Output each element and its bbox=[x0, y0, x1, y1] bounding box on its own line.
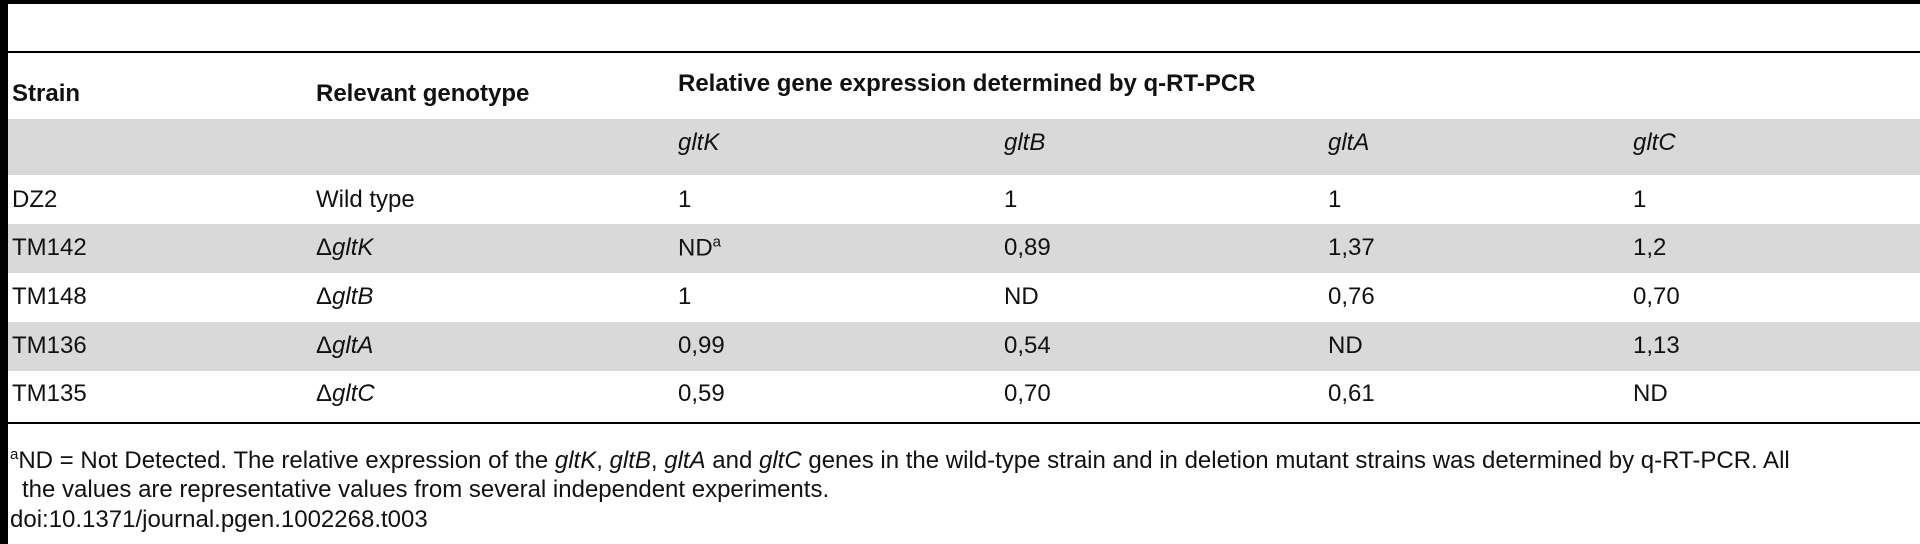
value: 1,13 bbox=[1633, 332, 1680, 359]
column-header: Strain bbox=[12, 80, 81, 107]
value-cell: 0,76 bbox=[1328, 283, 1375, 311]
value: 1 bbox=[1633, 186, 1647, 213]
text: , bbox=[596, 447, 610, 474]
doi: doi:10.1371/journal.pgen.1002268.t003 bbox=[10, 506, 428, 533]
column-header: Relevant genotype bbox=[316, 80, 530, 107]
value-cell: 0,70 bbox=[1633, 283, 1680, 311]
value: 0,70 bbox=[1004, 380, 1051, 407]
value: 1,37 bbox=[1328, 234, 1375, 261]
value-cell: NDa bbox=[678, 234, 721, 263]
value: 0,54 bbox=[1004, 332, 1051, 359]
value-cell: ND bbox=[1004, 283, 1039, 311]
column-subheader: gltC bbox=[1633, 129, 1676, 156]
value: ND bbox=[1633, 380, 1668, 407]
text: ND = Not Detected. The relative expressi… bbox=[18, 447, 555, 474]
strain: TM142 bbox=[12, 234, 87, 261]
value-cell: 0,70 bbox=[1004, 380, 1051, 408]
value: 0,61 bbox=[1328, 380, 1375, 407]
column-subheader: gltK bbox=[678, 129, 720, 156]
value: ND bbox=[1004, 283, 1039, 310]
footnote-marker: a bbox=[10, 446, 19, 463]
text: genes in the wild-type strain and in del… bbox=[801, 447, 1790, 474]
value-cell: 1 bbox=[678, 283, 691, 311]
bottom-rule bbox=[8, 422, 1920, 424]
value-cell: 1 bbox=[1004, 186, 1017, 214]
value-cell: 1 bbox=[1633, 186, 1646, 214]
strain: TM135 bbox=[12, 380, 87, 407]
gene: gltB bbox=[332, 283, 374, 310]
left-rule bbox=[0, 0, 8, 544]
header-rule bbox=[8, 51, 1920, 53]
value: 1 bbox=[1328, 186, 1342, 213]
value: 0,76 bbox=[1328, 283, 1375, 310]
value: 0,89 bbox=[1004, 234, 1051, 261]
value-cell: 1 bbox=[678, 186, 691, 214]
genotype: ΔgltC bbox=[316, 380, 375, 408]
column-subheader: gltA bbox=[1328, 129, 1370, 156]
strain: DZ2 bbox=[12, 186, 58, 213]
value: 1 bbox=[1004, 186, 1018, 213]
value: 1,2 bbox=[1633, 234, 1667, 261]
gene: gltA bbox=[664, 447, 706, 474]
footnote-ref: a bbox=[712, 233, 722, 251]
value-cell: 0,59 bbox=[678, 380, 725, 408]
footnote: the values are representative values fro… bbox=[22, 476, 830, 503]
genotype: ΔgltK bbox=[316, 234, 373, 262]
delta-symbol: Δ bbox=[316, 332, 333, 359]
value: ND bbox=[678, 234, 713, 262]
gene: gltC bbox=[332, 380, 375, 407]
top-rule bbox=[0, 0, 1920, 4]
value: 0,70 bbox=[1633, 283, 1680, 310]
row-band bbox=[8, 322, 1920, 371]
value-cell: 0,61 bbox=[1328, 380, 1375, 408]
strain: TM136 bbox=[12, 332, 87, 359]
value-cell: ND bbox=[1328, 332, 1363, 360]
column-subheader: gltB bbox=[1004, 129, 1046, 156]
strain: TM148 bbox=[12, 283, 87, 310]
gene: gltB bbox=[609, 447, 651, 474]
gene: gltC bbox=[759, 447, 802, 474]
genotype: ΔgltB bbox=[316, 283, 373, 311]
footnote-text: ND = Not Detected. The relative expressi… bbox=[18, 447, 1789, 474]
row-band bbox=[8, 224, 1920, 273]
value-cell: 1 bbox=[1328, 186, 1341, 214]
value-cell: 0,99 bbox=[678, 332, 725, 360]
value-cell: 0,54 bbox=[1004, 332, 1051, 360]
header-band bbox=[8, 119, 1920, 175]
text: , bbox=[650, 447, 665, 474]
gene: gltK bbox=[332, 234, 374, 261]
value: 0,59 bbox=[678, 380, 725, 407]
value-cell: 1,13 bbox=[1633, 332, 1680, 360]
value-cell: ND bbox=[1633, 380, 1668, 408]
delta-symbol: Δ bbox=[316, 234, 333, 261]
delta-symbol: Δ bbox=[316, 380, 333, 407]
value-cell: 1,2 bbox=[1633, 234, 1666, 262]
value: 1 bbox=[678, 283, 692, 310]
text: and bbox=[705, 447, 759, 474]
genotype: Wild type bbox=[316, 186, 415, 214]
value: ND bbox=[1328, 332, 1363, 359]
gene: gltA bbox=[332, 332, 374, 359]
value-cell: 1,37 bbox=[1328, 234, 1375, 262]
value: 0,99 bbox=[678, 332, 725, 359]
value: 1 bbox=[678, 186, 692, 213]
genotype-text: Wild type bbox=[316, 186, 415, 213]
delta-symbol: Δ bbox=[316, 283, 333, 310]
gene: gltK bbox=[554, 447, 597, 474]
column-group-header: Relative gene expression determined by q… bbox=[678, 70, 1256, 97]
value-cell: 0,89 bbox=[1004, 234, 1051, 262]
genotype: ΔgltA bbox=[316, 332, 373, 360]
footnote: aND = Not Detected. The relative express… bbox=[10, 446, 1790, 475]
